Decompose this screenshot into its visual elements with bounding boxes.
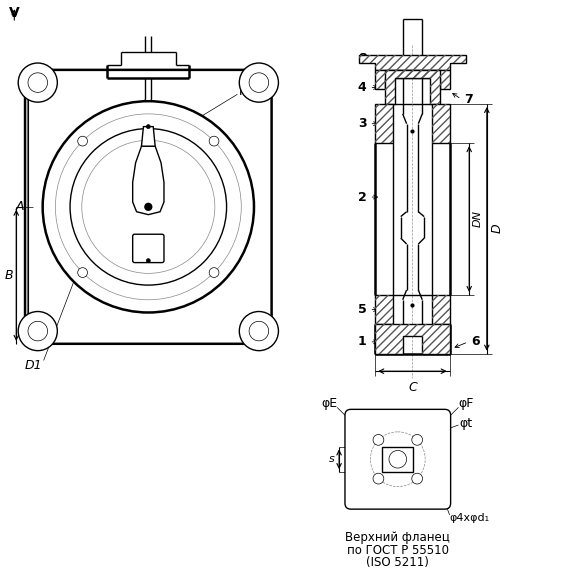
- Circle shape: [209, 136, 219, 146]
- Text: D1: D1: [25, 359, 43, 372]
- Text: s: s: [328, 454, 334, 464]
- Text: φ4xφd₁: φ4xφd₁: [450, 513, 490, 523]
- Text: 5: 5: [358, 303, 367, 316]
- Circle shape: [78, 136, 88, 146]
- Text: 4: 4: [358, 81, 367, 94]
- Circle shape: [249, 73, 268, 92]
- Text: DN: DN: [473, 210, 483, 227]
- FancyBboxPatch shape: [133, 234, 164, 263]
- Polygon shape: [375, 70, 450, 89]
- Text: A: A: [16, 200, 25, 213]
- Text: φt: φt: [460, 417, 473, 430]
- Circle shape: [70, 129, 227, 285]
- Circle shape: [412, 473, 422, 484]
- Circle shape: [55, 114, 241, 300]
- FancyBboxPatch shape: [25, 70, 271, 344]
- Circle shape: [146, 125, 150, 129]
- Circle shape: [18, 312, 58, 351]
- Circle shape: [146, 259, 150, 263]
- Circle shape: [78, 268, 88, 278]
- Circle shape: [28, 73, 47, 92]
- Text: 6: 6: [471, 335, 480, 348]
- Circle shape: [373, 473, 384, 484]
- Polygon shape: [375, 104, 393, 143]
- Text: φF: φF: [459, 397, 474, 410]
- Text: 8: 8: [358, 52, 367, 64]
- Polygon shape: [141, 127, 155, 146]
- Polygon shape: [432, 295, 450, 324]
- Text: 7: 7: [465, 93, 473, 105]
- Text: B: B: [5, 269, 14, 282]
- Circle shape: [43, 101, 254, 312]
- Circle shape: [82, 140, 215, 274]
- Polygon shape: [432, 104, 450, 143]
- Text: C: C: [408, 381, 417, 394]
- FancyBboxPatch shape: [345, 409, 451, 509]
- Circle shape: [412, 434, 422, 445]
- Circle shape: [28, 321, 47, 341]
- Polygon shape: [133, 146, 164, 215]
- Text: (ISO 5211): (ISO 5211): [367, 556, 429, 569]
- Text: nxφd: nxφd: [239, 85, 271, 98]
- Circle shape: [145, 203, 152, 210]
- Text: Верхний фланец: Верхний фланец: [345, 531, 450, 544]
- Circle shape: [389, 450, 406, 468]
- Circle shape: [239, 63, 278, 102]
- Polygon shape: [385, 70, 440, 104]
- Text: V: V: [9, 6, 20, 20]
- Text: 1: 1: [358, 335, 367, 348]
- Text: D: D: [491, 223, 504, 233]
- Circle shape: [239, 312, 278, 351]
- Circle shape: [18, 63, 58, 102]
- Polygon shape: [375, 324, 450, 353]
- Circle shape: [249, 321, 268, 341]
- Polygon shape: [375, 295, 393, 324]
- Bar: [382, 446, 413, 472]
- Text: 2: 2: [358, 190, 367, 203]
- Text: φE: φE: [321, 397, 337, 410]
- Text: 3: 3: [358, 117, 367, 130]
- Text: по ГОСТ Р 55510: по ГОСТ Р 55510: [347, 544, 449, 557]
- Circle shape: [373, 434, 384, 445]
- Circle shape: [209, 268, 219, 278]
- Polygon shape: [359, 55, 466, 70]
